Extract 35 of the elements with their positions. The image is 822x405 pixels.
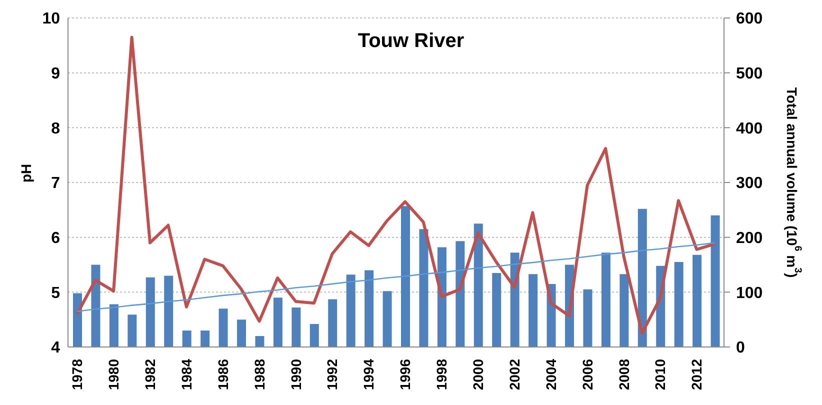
x-tick-label: 2012	[688, 358, 705, 390]
x-tick-label: 2006	[579, 358, 596, 390]
y2-tick-label: 200	[736, 230, 763, 248]
y-tick-label: 10	[42, 10, 60, 28]
text: Touw River	[356, 30, 466, 53]
x-tick-label: 2000	[470, 358, 486, 390]
x-tick-label: 1996	[397, 358, 414, 390]
y2-tick-label: 400	[736, 120, 763, 138]
y2-tick-label: 0	[736, 340, 745, 357]
line-series	[76, 242, 716, 312]
y-tick-label: 6	[51, 230, 60, 248]
y-tick-label: 7	[51, 175, 60, 192]
x-tick-label: 2010	[652, 358, 668, 390]
y-tick-label: 8	[51, 120, 60, 138]
x-tick-label: 1978	[69, 358, 86, 390]
x-tick-label: 1998	[434, 358, 450, 390]
x-tick-label: 1988	[251, 358, 268, 390]
y2-tick-label: 500	[736, 66, 763, 83]
y-axis-title: pH	[18, 164, 34, 182]
x-tick-label: 1986	[214, 358, 231, 390]
x-tick-label: 1994	[360, 358, 377, 390]
x-tick-label: 1992	[324, 358, 340, 390]
y-tick-label: 4	[51, 340, 60, 357]
y-tick-label: 5	[51, 284, 60, 302]
x-tick-label: 1982	[142, 358, 158, 390]
x-tick-label: 2008	[616, 358, 632, 390]
x-tick-label: 1984	[178, 358, 194, 390]
x-tick-label: 2002	[506, 358, 522, 390]
y2-tick-label: 100	[736, 284, 763, 302]
y-tick-label: 9	[51, 66, 60, 83]
x-tick-label: 1980	[106, 358, 122, 390]
x-tick-label: 2004	[542, 358, 559, 390]
y2-tick-label: 600	[736, 10, 763, 28]
y2-tick-label: 300	[736, 175, 763, 192]
x-tick-label: 1990	[288, 358, 304, 390]
